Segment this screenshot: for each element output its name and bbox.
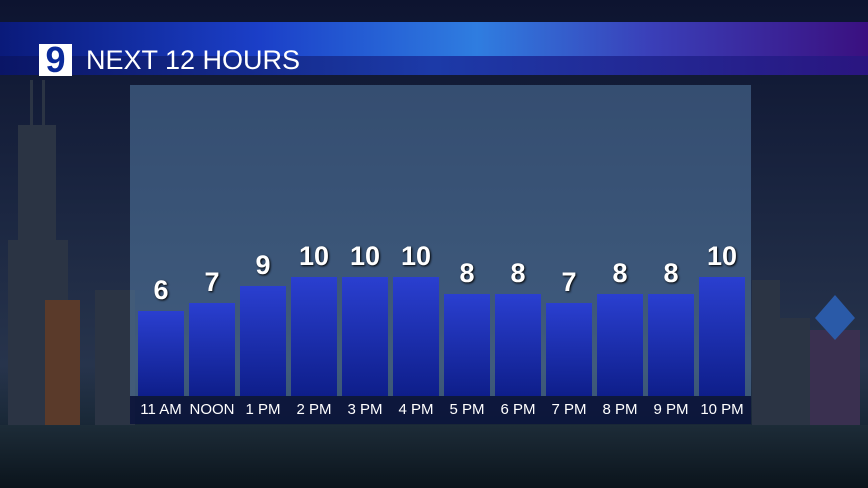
bar-6: [444, 294, 490, 396]
bar-5: [393, 277, 439, 396]
page-title: NEXT 12 HOURS: [86, 45, 301, 75]
x-tick-label: 1 PM: [245, 401, 281, 418]
lake-water: [0, 425, 868, 488]
channel-logo: 9: [39, 42, 72, 78]
x-tick-label: 4 PM: [398, 401, 434, 418]
x-tick-label: 6 PM: [500, 401, 536, 418]
bar-1: [189, 302, 235, 396]
bar-10: [648, 294, 694, 396]
data-label: 10: [706, 241, 738, 271]
data-label: 8: [663, 258, 679, 288]
x-tick-label: 7 PM: [551, 401, 587, 418]
x-axis-labels-strip: [130, 396, 751, 424]
data-label: 8: [612, 258, 628, 288]
header-bar: 9 NEXT 12 HOURS: [0, 22, 868, 78]
data-label: 8: [459, 258, 475, 288]
x-tick-label: 11 AM: [140, 401, 182, 418]
x-tick-label: 3 PM: [347, 401, 383, 418]
x-tick-label: 10 PM: [700, 401, 744, 418]
data-label: 7: [561, 266, 577, 297]
data-label: 6: [153, 275, 169, 305]
data-label: 10: [349, 241, 381, 271]
bar-11: [699, 277, 745, 396]
bar-9: [597, 294, 643, 396]
bar-8: [546, 302, 592, 396]
x-tick-label: NOON: [189, 401, 235, 418]
data-label: 7: [204, 266, 220, 297]
x-tick-label: 8 PM: [602, 401, 638, 418]
x-tick-label: 9 PM: [653, 401, 689, 418]
bar-2: [240, 285, 286, 396]
data-label: 10: [400, 241, 432, 271]
bar-4: [342, 277, 388, 396]
data-label: 9: [255, 249, 271, 280]
x-tick-label: 2 PM: [296, 401, 332, 418]
data-label: 8: [510, 258, 526, 288]
bar-7: [495, 294, 541, 396]
bar-3: [291, 277, 337, 396]
bar-0: [138, 311, 184, 396]
data-label: 10: [298, 241, 330, 271]
x-tick-label: 5 PM: [449, 401, 485, 418]
